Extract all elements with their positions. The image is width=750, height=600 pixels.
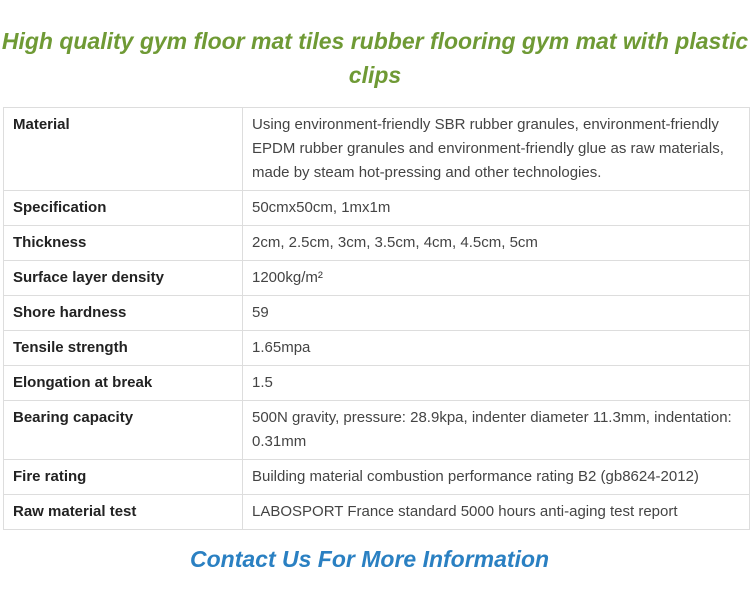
spec-label: Fire rating xyxy=(3,459,243,495)
table-row: Fire rating Building material combustion … xyxy=(3,459,750,495)
table-row: Raw material test LABOSPORT France standa… xyxy=(3,494,750,530)
spec-label: Thickness xyxy=(3,225,243,261)
contact-section: Contact Us For More Information xyxy=(0,530,750,594)
table-row: Specification 50cmx50cm, 1mx1m xyxy=(3,190,750,226)
spec-value: 59 xyxy=(242,295,750,331)
spec-value: Building material combustion performance… xyxy=(242,459,750,495)
spec-value: 2cm, 2.5cm, 3cm, 3.5cm, 4cm, 4.5cm, 5cm xyxy=(242,225,750,261)
spec-value: 1.5 xyxy=(242,365,750,401)
spec-value: 50cmx50cm, 1mx1m xyxy=(242,190,750,226)
spec-value: 1200kg/m² xyxy=(242,260,750,296)
spec-label: Surface layer density xyxy=(3,260,243,296)
spec-label: Bearing capacity xyxy=(3,400,243,460)
spec-label: Shore hardness xyxy=(3,295,243,331)
table-row: Thickness 2cm, 2.5cm, 3cm, 3.5cm, 4cm, 4.… xyxy=(3,225,750,261)
table-row: Material Using environment-friendly SBR r… xyxy=(3,107,750,191)
table-row: Surface layer density 1200kg/m² xyxy=(3,260,750,296)
spec-label: Material xyxy=(3,107,243,191)
spec-label: Specification xyxy=(3,190,243,226)
spec-table: Material Using environment-friendly SBR r… xyxy=(3,107,750,530)
spec-value: 1.65mpa xyxy=(242,330,750,366)
spec-value: 500N gravity, pressure: 28.9kpa, indente… xyxy=(242,400,750,460)
page-title: High quality gym floor mat tiles rubber … xyxy=(1,28,749,88)
contact-link[interactable]: Contact Us For More Information xyxy=(190,546,550,572)
table-row: Tensile strength 1.65mpa xyxy=(3,330,750,366)
spec-label: Tensile strength xyxy=(3,330,243,366)
spec-value: Using environment-friendly SBR rubber gr… xyxy=(242,107,750,191)
table-row: Elongation at break 1.5 xyxy=(3,365,750,401)
spec-label: Elongation at break xyxy=(3,365,243,401)
spec-value: LABOSPORT France standard 5000 hours ant… xyxy=(242,494,750,530)
table-row: Shore hardness 59 xyxy=(3,295,750,331)
table-row: Bearing capacity 500N gravity, pressure: … xyxy=(3,400,750,460)
spec-label: Raw material test xyxy=(3,494,243,530)
